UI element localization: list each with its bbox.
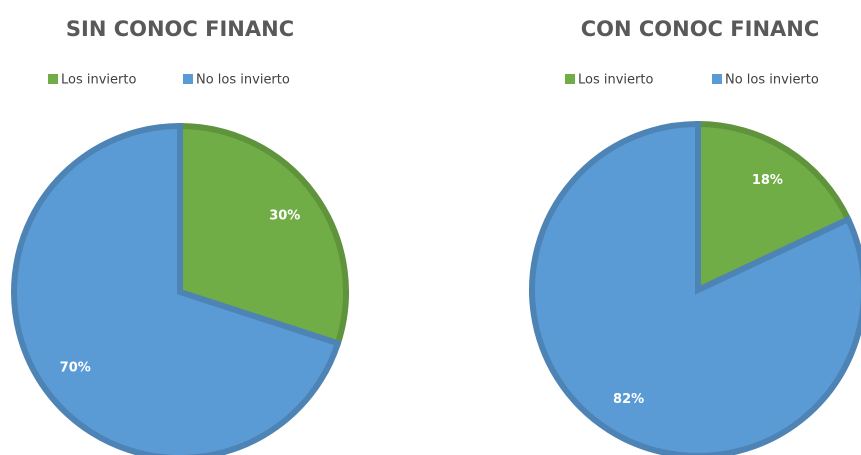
pie-slice — [11, 122, 342, 455]
chart-title: SIN CONOC FINANC — [66, 17, 294, 41]
pie-slice — [695, 120, 853, 295]
pie-slice — [177, 122, 349, 348]
data-label: 18% — [752, 173, 783, 188]
legend-label: No los invierto — [196, 73, 290, 88]
legend-label: No los invierto — [725, 73, 819, 88]
data-label: 30% — [269, 208, 300, 223]
legend-swatch — [565, 74, 575, 84]
data-label: 70% — [60, 361, 91, 376]
legend-label: Los invierto — [61, 73, 136, 88]
chart-title: CON CONOC FINANC — [581, 17, 820, 41]
legend-swatch — [712, 74, 722, 84]
legend-swatch — [183, 74, 193, 84]
legend-swatch — [48, 74, 58, 84]
data-label: 82% — [613, 392, 644, 407]
legend-label: Los invierto — [578, 73, 653, 88]
pie-slice — [529, 120, 861, 455]
